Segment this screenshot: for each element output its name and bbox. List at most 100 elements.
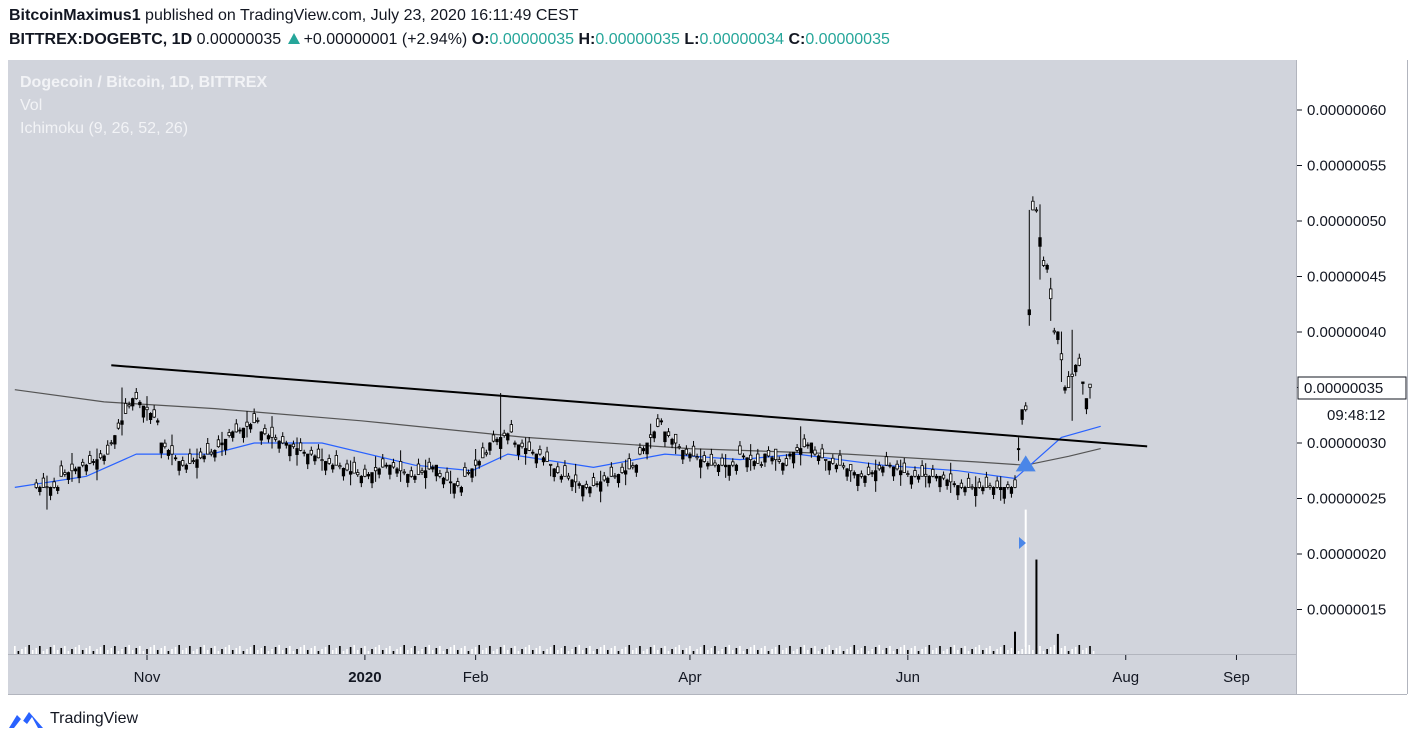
candle-body — [566, 475, 571, 479]
volume-bar — [932, 650, 934, 654]
candle-body — [266, 435, 271, 440]
last-price-tag-text: 0.00000035 — [1304, 380, 1383, 397]
candle-body — [445, 471, 449, 481]
volume-bar — [524, 647, 527, 654]
candle-body — [409, 470, 413, 477]
volume-bar — [417, 651, 420, 654]
candle-body — [820, 448, 824, 459]
candle-body — [295, 448, 299, 455]
volume-bar — [832, 650, 834, 654]
volume-bar — [1039, 646, 1041, 654]
volume-bar — [60, 648, 63, 654]
volume-bar — [660, 648, 663, 654]
candle-body — [98, 453, 103, 459]
volume-bar — [546, 649, 548, 654]
y-tick-label: 0.00000055 — [1307, 158, 1386, 175]
volume-bar — [606, 650, 609, 654]
candle-body — [248, 424, 253, 430]
candle-body — [834, 464, 839, 470]
candle-body — [481, 447, 485, 459]
volume-bar — [403, 645, 405, 654]
candle-body — [695, 456, 699, 459]
candle-body — [284, 442, 288, 446]
candle-body — [159, 442, 163, 454]
candle-body — [902, 462, 906, 473]
candle-body — [431, 466, 435, 470]
volume-bar — [449, 647, 452, 654]
candle-body — [1077, 357, 1081, 366]
candle-body — [966, 477, 971, 488]
volume-bar — [314, 646, 316, 654]
candle-body — [1034, 209, 1039, 212]
volume-bar — [24, 647, 27, 654]
candle-body — [463, 467, 467, 477]
volume-bar — [499, 647, 502, 654]
plot-area[interactable] — [8, 60, 1296, 654]
candle-body — [81, 461, 85, 466]
volume-bar — [517, 651, 520, 654]
author-name[interactable]: BitcoinMaximus1 — [9, 7, 141, 24]
time-axis-area[interactable] — [8, 654, 1296, 694]
volume-bar — [139, 646, 141, 654]
volume-bar — [789, 646, 791, 654]
candle-body — [699, 459, 703, 468]
candle-body — [227, 432, 231, 437]
candle-body — [441, 477, 446, 485]
candle-body — [52, 481, 56, 488]
candle-body — [606, 477, 610, 483]
last-price: 0.00000035 — [196, 31, 282, 48]
candle-body — [824, 459, 828, 461]
candle-body — [170, 445, 174, 455]
y-tick-label: 0.00000025 — [1307, 491, 1386, 508]
volume-bar — [231, 650, 234, 654]
candle-body — [591, 477, 596, 486]
volume-bar — [899, 647, 902, 654]
volume-bar — [356, 650, 359, 654]
candle-body — [548, 463, 553, 466]
candle-body — [77, 466, 81, 479]
volume-bar — [721, 649, 723, 654]
volume-bar — [1060, 648, 1063, 654]
tradingview-label: TradingView — [50, 710, 139, 727]
candle-body — [127, 404, 131, 407]
volume-bar — [757, 650, 759, 654]
volume-bar — [549, 647, 552, 654]
candle-body — [1024, 405, 1028, 411]
candle-body — [759, 464, 764, 466]
y-tick-label: 0.00000050 — [1307, 213, 1386, 230]
volume-bar — [506, 650, 509, 654]
candle-body — [945, 479, 949, 486]
tradingview-brand[interactable]: TradingView — [8, 708, 138, 730]
candle-body — [477, 461, 481, 466]
candle-body — [341, 467, 346, 477]
candle-body — [123, 403, 128, 414]
legend-ichimoku[interactable]: Ichimoku (9, 26, 52, 26) — [20, 120, 189, 137]
volume-bar — [653, 645, 656, 654]
y-tick-label: 0.00000020 — [1307, 546, 1386, 563]
candle-body — [845, 468, 849, 477]
volume-bar — [960, 648, 963, 654]
legend-title[interactable]: Dogecoin / Bitcoin, 1D, BITTREX — [20, 74, 268, 91]
candle-body — [534, 453, 539, 464]
trendline — [111, 364, 1148, 448]
volume-bar — [46, 649, 48, 654]
candle-body — [731, 461, 735, 466]
candle-body — [552, 468, 556, 478]
volume-bar — [692, 651, 695, 654]
candle-body — [148, 412, 153, 421]
candle-body — [420, 470, 424, 474]
candle-body — [656, 418, 660, 427]
high-value: 0.00000035 — [595, 31, 680, 48]
high-label: H: — [578, 31, 596, 48]
candle-body — [416, 463, 421, 475]
open-label: O: — [471, 31, 490, 48]
volume-bar — [696, 649, 698, 654]
volume-bar — [221, 649, 223, 654]
candle-body — [373, 467, 378, 472]
candle-body — [263, 428, 267, 435]
volume-bar — [796, 649, 798, 654]
legend-vol[interactable]: Vol — [20, 97, 43, 114]
candle-body — [563, 465, 567, 477]
volume-bar — [853, 645, 856, 654]
